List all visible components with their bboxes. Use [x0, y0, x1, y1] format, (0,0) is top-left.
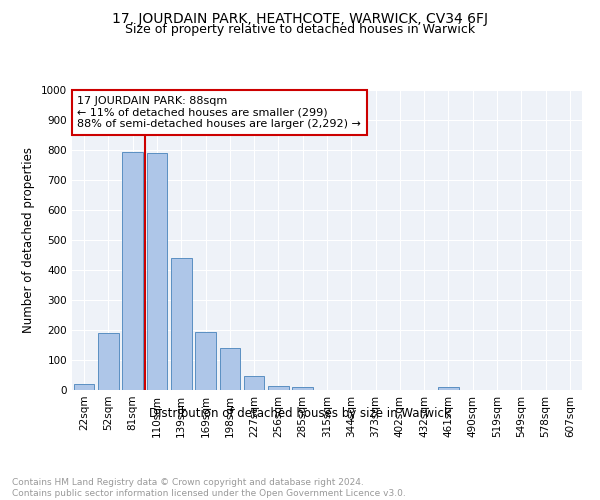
Bar	[122, 152, 143, 390]
Text: Distribution of detached houses by size in Warwick: Distribution of detached houses by size …	[149, 408, 451, 420]
Y-axis label: Number of detached properties: Number of detached properties	[22, 147, 35, 333]
Bar	[171, 258, 191, 390]
Bar	[244, 376, 265, 390]
Bar	[220, 348, 240, 390]
Text: Size of property relative to detached houses in Warwick: Size of property relative to detached ho…	[125, 22, 475, 36]
Bar	[195, 332, 216, 390]
Bar	[268, 386, 289, 390]
Bar	[74, 384, 94, 390]
Text: 17, JOURDAIN PARK, HEATHCOTE, WARWICK, CV34 6FJ: 17, JOURDAIN PARK, HEATHCOTE, WARWICK, C…	[112, 12, 488, 26]
Text: 17 JOURDAIN PARK: 88sqm
← 11% of detached houses are smaller (299)
88% of semi-d: 17 JOURDAIN PARK: 88sqm ← 11% of detache…	[77, 96, 361, 129]
Bar	[438, 387, 459, 390]
Text: Contains HM Land Registry data © Crown copyright and database right 2024.
Contai: Contains HM Land Registry data © Crown c…	[12, 478, 406, 498]
Bar	[292, 386, 313, 390]
Bar	[98, 333, 119, 390]
Bar	[146, 153, 167, 390]
